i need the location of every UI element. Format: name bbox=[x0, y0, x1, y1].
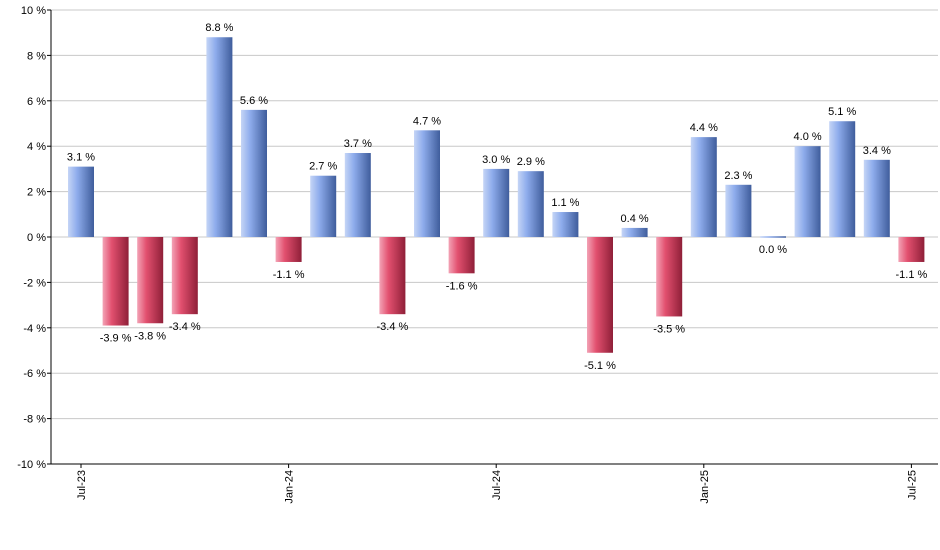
x-tick-label: Jan-24 bbox=[284, 470, 296, 504]
data-label: 4.4 % bbox=[690, 122, 718, 134]
bar-positive bbox=[621, 227, 648, 237]
y-tick-label: 6 % bbox=[27, 96, 46, 108]
data-label: -1.1 % bbox=[273, 269, 305, 281]
bar-positive bbox=[863, 159, 890, 237]
bar-negative bbox=[587, 237, 613, 353]
x-tick-label: Jan-25 bbox=[699, 470, 711, 504]
y-tick-label: -6 % bbox=[23, 368, 46, 380]
bar-positive bbox=[68, 166, 94, 237]
bar-negative bbox=[137, 237, 164, 324]
data-label: -5.1 % bbox=[584, 360, 616, 372]
y-axis-ticks: 10 % 8 % 6 % 4 % 2 % 0 % -2 % -4 % -6 % -8 % -10 % bbox=[17, 5, 51, 471]
bar-positive bbox=[794, 146, 821, 237]
y-tick-label: -4 % bbox=[23, 323, 46, 335]
y-tick-label: -2 % bbox=[23, 277, 46, 289]
x-tick-label: Jul-25 bbox=[906, 470, 918, 500]
data-label: 5.1 % bbox=[828, 106, 856, 118]
data-label: 2.3 % bbox=[724, 170, 752, 182]
x-tick-label: Jul-23 bbox=[76, 470, 88, 500]
data-label: -3.9 % bbox=[100, 333, 132, 345]
bar-positive bbox=[241, 109, 267, 237]
data-label: 2.7 % bbox=[309, 161, 337, 173]
bar-positive bbox=[725, 184, 752, 237]
bar-negative bbox=[275, 237, 302, 262]
y-tick-label: 2 % bbox=[27, 187, 46, 199]
data-label: -3.4 % bbox=[169, 321, 201, 333]
data-label: -3.4 % bbox=[377, 321, 409, 333]
data-label: 3.4 % bbox=[863, 145, 891, 157]
bar-positive bbox=[690, 137, 717, 237]
bar-positive bbox=[414, 130, 440, 237]
y-tick-label: 0 % bbox=[27, 232, 46, 244]
y-tick-label: 8 % bbox=[27, 50, 46, 62]
data-label: 3.0 % bbox=[482, 154, 510, 166]
data-label: 2.9 % bbox=[517, 156, 545, 168]
y-tick-label: 10 % bbox=[21, 5, 46, 17]
data-label: 4.0 % bbox=[794, 131, 822, 143]
data-label: 5.6 % bbox=[240, 95, 268, 107]
bar-positive bbox=[829, 121, 856, 237]
data-label: 3.1 % bbox=[67, 152, 95, 164]
data-label: 8.8 % bbox=[205, 22, 233, 34]
bar-negative bbox=[102, 237, 129, 326]
data-label: -3.5 % bbox=[653, 323, 685, 335]
data-label: -3.8 % bbox=[134, 330, 166, 342]
data-label: 4.7 % bbox=[413, 115, 441, 127]
y-tick-label: 4 % bbox=[27, 141, 46, 153]
bar-positive bbox=[552, 212, 579, 237]
bar-negative bbox=[379, 237, 406, 315]
bar-positive bbox=[206, 37, 233, 237]
bar-negative bbox=[448, 237, 475, 274]
bar-negative bbox=[171, 237, 198, 315]
bar-positive bbox=[760, 236, 786, 238]
data-label: 1.1 % bbox=[551, 197, 579, 209]
data-label: 0.4 % bbox=[621, 213, 649, 225]
data-label: -1.6 % bbox=[446, 280, 478, 292]
bar-positive bbox=[483, 168, 510, 237]
bar-positive bbox=[344, 153, 371, 237]
data-label: 0.0 % bbox=[759, 244, 787, 256]
bar-positive bbox=[517, 171, 544, 237]
x-tick-label: Jul-24 bbox=[491, 470, 503, 500]
data-labels: 3.1 %-3.9 % -3.8 %-3.4 %8.8 %5.6 %-1.1 %2… bbox=[67, 22, 928, 372]
data-label: -1.1 % bbox=[896, 269, 928, 281]
y-tick-label: -10 % bbox=[17, 459, 46, 471]
x-axis-ticks: Jul-23 Jan-24 Jul-24 Jan-25 Jul-25 bbox=[76, 464, 918, 504]
bar-negative bbox=[898, 237, 925, 262]
bar-positive bbox=[310, 175, 337, 237]
bar-negative bbox=[656, 237, 683, 317]
bars bbox=[68, 37, 925, 353]
y-tick-label: -8 % bbox=[23, 414, 46, 426]
data-label: 3.7 % bbox=[344, 138, 372, 150]
